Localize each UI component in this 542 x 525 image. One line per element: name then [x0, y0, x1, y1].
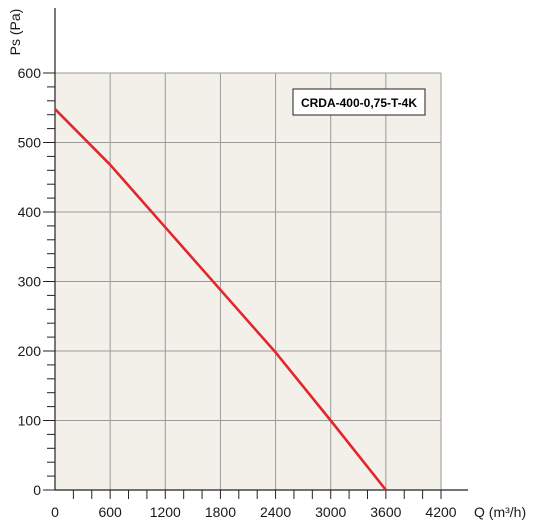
x-axis-title: Q (m³/h) — [474, 504, 526, 520]
x-tick-label: 3600 — [370, 504, 401, 520]
x-tick-label: 4200 — [425, 504, 456, 520]
series-layer — [54, 108, 387, 491]
x-tick-label: 2400 — [260, 504, 291, 520]
legend: CRDA-400-0,75-T-4K — [292, 88, 426, 116]
y-tick-label: 400 — [18, 204, 42, 220]
y-tick-label: 300 — [18, 274, 42, 290]
y-tick-label: 0 — [33, 482, 41, 498]
y-axis-title: Ps (Pa) — [7, 9, 23, 56]
x-tick-label: 1800 — [205, 504, 236, 520]
y-tick-label: 600 — [18, 65, 42, 81]
y-tick-label: 200 — [18, 343, 42, 359]
x-tick-label: 1200 — [150, 504, 181, 520]
grid-lines — [55, 73, 441, 490]
x-axis-ticks: 0 600 1200 1800 2400 3000 3600 4200 — [51, 490, 457, 520]
legend-box — [292, 88, 426, 116]
series-line — [54, 108, 387, 491]
y-tick-label: 100 — [18, 413, 42, 429]
y-tick-label: 500 — [18, 135, 42, 151]
y-axis-ticks: 0 100 200 300 400 500 600 — [18, 65, 55, 498]
x-tick-label: 600 — [98, 504, 122, 520]
x-tick-label: 3000 — [315, 504, 346, 520]
x-tick-label: 0 — [51, 504, 59, 520]
legend-label: CRDA-400-0,75-T-4K — [301, 96, 417, 110]
axes — [54, 8, 468, 491]
